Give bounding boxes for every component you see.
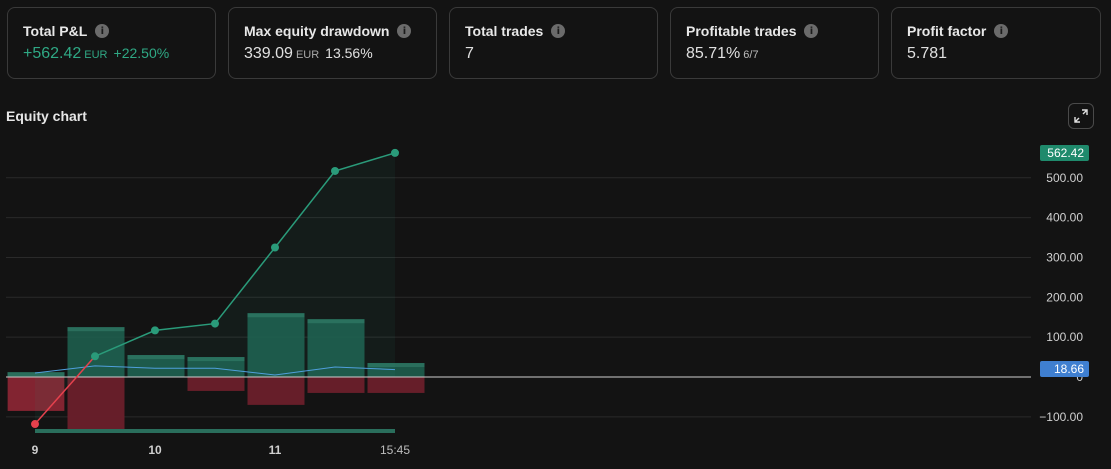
stat-value-profit-factor: 5.781 xyxy=(907,45,948,62)
last-equity-badge: 562.42 xyxy=(1047,146,1084,160)
equity-line xyxy=(94,152,396,357)
y-tick-label: 100.00 xyxy=(1046,330,1083,344)
bar-positive-top xyxy=(367,363,425,368)
y-tick-label: −100.00 xyxy=(1039,410,1083,424)
percent-value: +22.50% xyxy=(113,45,170,61)
bar-positive-top xyxy=(67,327,125,332)
x-tick-label: 15:45 xyxy=(380,443,410,457)
stat-card: Total trades i 7 xyxy=(449,7,658,79)
last-buy-hold-badge-bg xyxy=(1040,361,1089,377)
expand-chart-button[interactable] xyxy=(1068,103,1094,129)
stat-card-title: Profit factor i xyxy=(907,23,1085,39)
bar-positive xyxy=(127,355,185,377)
equity-point xyxy=(151,326,159,335)
time-range-bar xyxy=(35,429,395,433)
info-icon[interactable]: i xyxy=(994,24,1009,38)
equity-point xyxy=(331,166,339,175)
info-icon[interactable]: i xyxy=(551,24,566,38)
bar-positive xyxy=(247,313,305,377)
y-tick-label: 200.00 xyxy=(1046,290,1083,304)
equity-point xyxy=(91,352,99,361)
equity-segment-negative xyxy=(34,355,96,425)
stat-card: Max equity drawdown i 339.09 EUR 13.56% xyxy=(228,7,437,79)
y-tick-label: 400.00 xyxy=(1046,211,1083,225)
stat-value-total-p-l: +562.42 EUR +22.50% xyxy=(23,45,170,62)
bar-negative xyxy=(307,377,365,393)
summary-cards: Total P&L i +562.42 EUR +22.50% Max equity dr… xyxy=(7,7,1101,79)
x-tick-label: 11 xyxy=(269,443,282,457)
bar-positive-top xyxy=(127,355,185,360)
last-buy-hold-badge: 18.66 xyxy=(1054,362,1084,376)
stat-card: Profitable trades i 85.71% 6/7 xyxy=(670,7,879,79)
info-icon[interactable]: i xyxy=(804,24,819,38)
last-equity-badge-bg xyxy=(1040,145,1089,161)
info-icon[interactable]: i xyxy=(397,24,412,38)
ratio-value: 6/7 xyxy=(743,49,759,61)
bar-positive xyxy=(67,327,125,377)
stat-card-title: Profitable trades i xyxy=(686,23,863,39)
equity-point xyxy=(271,243,279,252)
expand-icon xyxy=(1074,109,1088,123)
currency-unit: EUR xyxy=(295,49,320,61)
info-icon[interactable]: i xyxy=(95,24,110,38)
bar-positive-top xyxy=(247,313,305,318)
stat-value-max-equity-drawdown: 339.09 EUR 13.56% xyxy=(244,45,373,62)
chart-title: Equity chart xyxy=(6,108,87,124)
buy-hold-line xyxy=(34,365,396,376)
bar-negative xyxy=(367,377,425,393)
equity-point xyxy=(31,420,39,429)
bar-positive-top xyxy=(307,319,365,324)
y-tick-label: 500.00 xyxy=(1046,171,1083,185)
bar-negative xyxy=(187,377,245,391)
bar-negative-highlight xyxy=(8,377,64,411)
stat-card: Total P&L i +562.42 EUR +22.50% xyxy=(7,7,216,79)
stat-card: Profit factor i 5.781 xyxy=(891,7,1101,79)
equity-point xyxy=(211,319,219,328)
stat-card-title: Max equity drawdown i xyxy=(244,23,421,39)
y-tick-label: 300.00 xyxy=(1046,250,1083,264)
stat-value-total-trades: 7 xyxy=(465,45,474,62)
equity-area xyxy=(35,152,395,425)
percent-value: 13.56% xyxy=(325,45,373,61)
currency-unit: EUR xyxy=(84,49,108,61)
equity-point xyxy=(391,148,399,157)
stat-value-profitable-trades: 85.71% 6/7 xyxy=(686,45,759,62)
bar-positive-top xyxy=(7,372,65,377)
bar-negative xyxy=(67,377,125,433)
bar-positive xyxy=(187,357,245,377)
x-tick-label: 10 xyxy=(148,443,162,457)
bar-positive-top xyxy=(187,357,245,362)
x-tick-label: 9 xyxy=(32,443,39,457)
bar-negative xyxy=(247,377,305,405)
stat-card-title: Total P&L i xyxy=(23,23,200,39)
stat-card-title: Total trades i xyxy=(465,23,642,39)
